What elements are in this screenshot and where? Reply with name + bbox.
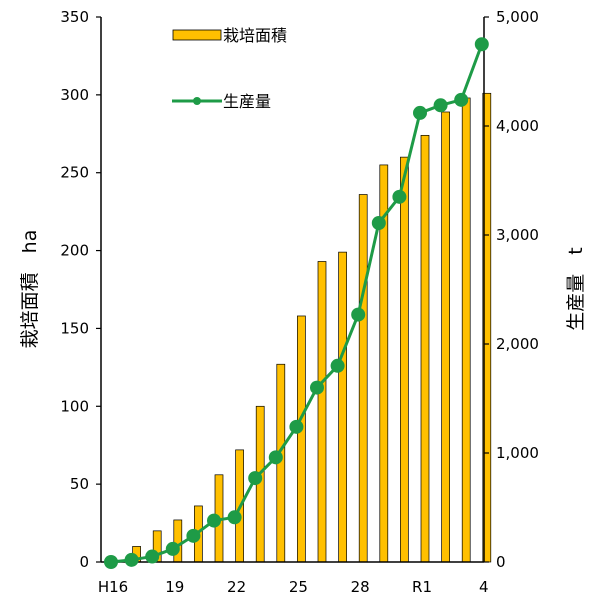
legend-bar-label: 栽培面積 <box>223 26 287 45</box>
left-tick-label: 100 <box>60 397 89 415</box>
line-point <box>310 380 324 395</box>
line-point <box>454 92 469 107</box>
line-point <box>145 549 160 564</box>
line-point <box>268 450 283 465</box>
bar <box>400 156 409 563</box>
legend-line-marker <box>193 97 201 105</box>
left-tick-label: 300 <box>60 86 89 104</box>
x-tick-label: 25 <box>289 578 308 596</box>
bar <box>358 194 368 563</box>
legend: 栽培面積 生産量 <box>172 26 287 111</box>
x-ticks: H16 19 22 25 28 R1 4 <box>98 578 489 596</box>
left-ticks: 0 50 100 150 200 250 300 350 <box>60 8 101 571</box>
x-tick-label: 22 <box>227 578 246 596</box>
bar <box>173 519 183 563</box>
right-tick-label: 5,000 <box>496 8 539 26</box>
left-tick-label: 200 <box>60 242 89 260</box>
left-tick-label: 0 <box>79 553 89 571</box>
bar <box>317 261 327 563</box>
line-point <box>433 98 448 113</box>
bar <box>338 251 347 563</box>
right-tick-label: 4,000 <box>496 117 539 135</box>
legend-line-label: 生産量 <box>223 92 271 111</box>
line-point <box>392 189 407 204</box>
legend-bar-swatch <box>172 29 222 41</box>
x-tick-label: H16 <box>98 578 128 596</box>
right-tick-label: 0 <box>496 553 506 571</box>
line-point <box>207 513 221 528</box>
left-tick-label: 250 <box>60 164 89 182</box>
line-point <box>124 552 139 567</box>
line-point <box>330 358 345 373</box>
bar <box>441 111 450 563</box>
y-right-axis-title: 生産量 t <box>565 247 587 330</box>
line-point <box>474 37 489 52</box>
x-tick-label: 4 <box>479 578 489 596</box>
x-tick-label: R1 <box>412 578 432 596</box>
line-point <box>289 419 304 434</box>
x-tick-label: 19 <box>165 578 184 596</box>
bar <box>297 315 306 563</box>
y-left-axis-title: 栽培面積 ha <box>19 230 41 349</box>
right-tick-label: 2,000 <box>496 335 539 353</box>
line-point <box>351 307 366 322</box>
line-point <box>248 471 263 486</box>
line-point <box>227 510 242 525</box>
left-tick-label: 150 <box>60 319 89 337</box>
line-point <box>413 105 427 120</box>
x-tick-label: 28 <box>351 578 370 596</box>
left-tick-label: 50 <box>70 475 89 493</box>
bar <box>461 97 471 563</box>
line-series <box>104 37 489 569</box>
bars <box>111 92 492 563</box>
line-point <box>165 541 180 556</box>
line-point <box>104 555 118 569</box>
bar <box>420 134 430 563</box>
axes <box>100 17 485 563</box>
right-tick-label: 3,000 <box>496 226 539 244</box>
right-ticks: 0 1,000 2,000 3,000 4,000 5,000 <box>484 8 539 571</box>
left-tick-label: 350 <box>60 8 89 26</box>
line-point <box>186 528 201 543</box>
line-point <box>371 216 386 231</box>
right-tick-label: 1,000 <box>496 444 539 462</box>
